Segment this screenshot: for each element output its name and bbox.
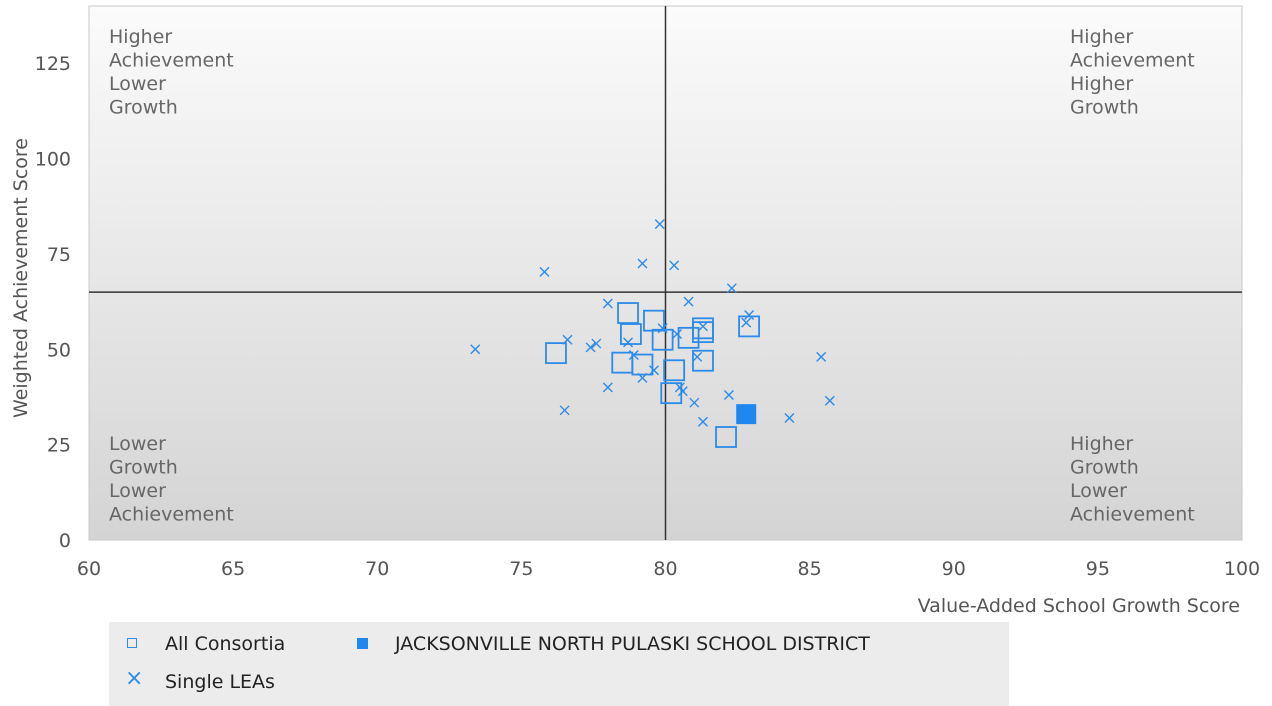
- x-mark-icon: ×: [125, 666, 144, 691]
- single-lea-point: [677, 386, 688, 397]
- quadrant-label-bottom-left-line: Achievement: [109, 504, 234, 526]
- legend-item-district[interactable]: JACKSONVILLE NORTH PULASKI SCHOOL DISTRI…: [351, 632, 870, 656]
- single-lea-point: [689, 397, 700, 408]
- consortia-point: [692, 317, 714, 340]
- single-lea-point: [654, 219, 665, 230]
- x-tick-label: 80: [653, 558, 677, 580]
- x-tick-label: 85: [798, 558, 822, 580]
- x-tick-label: 95: [1086, 558, 1110, 580]
- open-square-icon: [121, 632, 149, 656]
- quadrant-label-bottom-right-line: Growth: [1070, 457, 1139, 479]
- y-tick-label: 25: [47, 435, 71, 457]
- y-tick-label: 75: [47, 244, 71, 266]
- quadrant-label-top-right-line: Higher: [1070, 26, 1133, 48]
- legend-item-single-leas[interactable]: × Single LEAs: [121, 666, 275, 694]
- single-lea-point: [683, 296, 694, 307]
- single-lea-point: [657, 323, 668, 334]
- single-lea-point: [539, 266, 550, 277]
- x-tick-label: 60: [77, 558, 101, 580]
- single-lea-point: [669, 260, 680, 271]
- quadrant-label-top-left-line: Achievement: [109, 50, 234, 72]
- y-tick-label: 50: [47, 339, 71, 361]
- legend-label: Single LEAs: [165, 671, 275, 693]
- consortia-point: [631, 353, 654, 376]
- legend-label: All Consortia: [165, 633, 286, 655]
- single-lea-point: [723, 390, 734, 401]
- legend: All Consortia JACKSONVILLE NORTH PULASKI…: [109, 622, 1009, 706]
- single-lea-point: [726, 283, 737, 294]
- single-lea-point: [784, 412, 795, 423]
- y-axis-ticks: 0 25 50 75 100 125: [35, 53, 71, 552]
- quadrant-label-top-left-line: Lower: [109, 73, 166, 95]
- x-tick-label: 100: [1224, 558, 1260, 580]
- quadrant-label-bottom-right-line: Higher: [1070, 433, 1133, 455]
- district-point: [736, 404, 757, 425]
- scatter-chart: HigherAchievementLowerGrowthHigherAchiev…: [10, 5, 1260, 617]
- x-tick-label: 75: [509, 558, 533, 580]
- quadrant-label-top-right-line: Achievement: [1070, 50, 1195, 72]
- single-lea-point: [602, 298, 613, 309]
- quadrant-label-bottom-left-line: Lower: [109, 433, 166, 455]
- quadrant-label-top-left-line: Higher: [109, 26, 172, 48]
- single-lea-point: [623, 337, 634, 348]
- single-lea-point: [697, 416, 708, 427]
- x-tick-label: 65: [221, 558, 245, 580]
- single-lea-point: [585, 342, 596, 353]
- single-lea-point: [741, 317, 752, 328]
- single-lea-point: [559, 405, 570, 416]
- x-axis-ticks: 60 65 70 75 80 85 90 95 100: [77, 558, 1260, 580]
- consortia-point: [715, 426, 737, 448]
- y-tick-label: 100: [35, 149, 71, 171]
- quadrant-label-bottom-right-line: Lower: [1070, 480, 1127, 502]
- x-tick-label: 70: [365, 558, 389, 580]
- consortia-point: [617, 302, 639, 324]
- single-lea-point: [697, 321, 708, 332]
- x-tick-label: 90: [942, 558, 966, 580]
- filled-square-icon: [351, 632, 379, 656]
- single-lea-point: [591, 338, 602, 349]
- single-lea-point: [628, 350, 639, 361]
- consortia-point: [620, 323, 642, 345]
- single-lea-point: [824, 395, 835, 406]
- quadrant-label-top-left-line: Growth: [109, 97, 178, 119]
- consortia-point: [663, 359, 686, 382]
- single-lea-point: [637, 258, 648, 269]
- data-points: [470, 219, 835, 448]
- reference-lines: [89, 6, 1242, 540]
- y-tick-label: 0: [59, 530, 71, 552]
- consortia-point: [738, 315, 760, 338]
- single-lea-point: [602, 382, 613, 393]
- single-lea-point: [816, 351, 827, 362]
- consortia-point: [643, 309, 665, 332]
- quadrant-label-top-right-line: Growth: [1070, 97, 1139, 119]
- single-lea-point: [744, 309, 755, 320]
- single-lea-point: [470, 344, 481, 355]
- x-axis-label: Value-Added School Growth Score: [918, 595, 1240, 617]
- consortia-point: [545, 342, 567, 365]
- single-lea-point: [648, 365, 659, 376]
- consortia-point: [651, 328, 674, 351]
- legend-item-all-consortia[interactable]: All Consortia: [121, 632, 285, 656]
- quadrant-label-bottom-left-line: Growth: [109, 457, 178, 479]
- quadrant-label-bottom-right-line: Achievement: [1070, 504, 1195, 526]
- single-lea-point: [562, 334, 573, 345]
- single-lea-point: [692, 351, 703, 362]
- legend-label: JACKSONVILLE NORTH PULASKI SCHOOL DISTRI…: [395, 633, 870, 655]
- quadrant-label-bottom-left-line: Lower: [109, 480, 166, 502]
- single-lea-point: [637, 372, 648, 383]
- single-lea-point: [672, 329, 683, 340]
- quadrant-label-top-right-line: Higher: [1070, 73, 1133, 95]
- quadrant-labels: HigherAchievementLowerGrowthHigherAchiev…: [109, 26, 1195, 526]
- y-tick-label: 125: [35, 53, 71, 75]
- y-axis-label: Weighted Achievement Score: [10, 138, 32, 418]
